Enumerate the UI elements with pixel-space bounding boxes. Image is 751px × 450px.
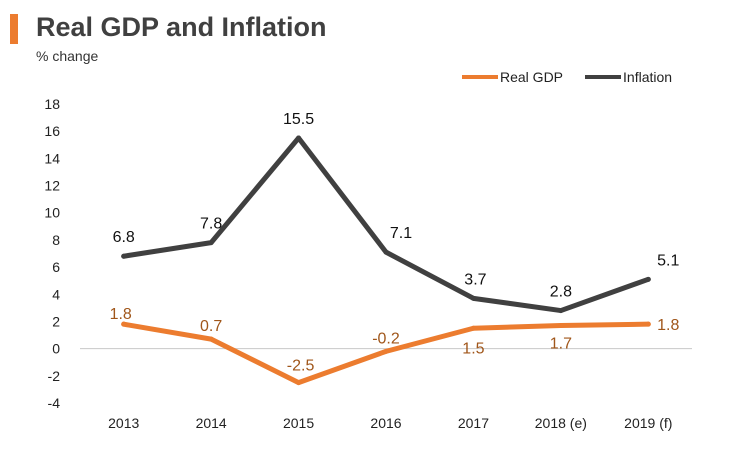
legend-swatch-real-gdp (462, 75, 498, 79)
y-tick-label: 0 (52, 341, 60, 357)
y-tick-label: 4 (52, 286, 60, 302)
inflation-data-label: 3.7 (464, 271, 486, 288)
real-gdp-series-line-point (645, 321, 651, 327)
real-gdp-data-label: -2.5 (287, 358, 315, 375)
y-tick-label: 12 (44, 178, 60, 194)
x-tick-label: 2015 (283, 415, 314, 431)
legend-swatch-inflation (585, 75, 622, 79)
legend-label-inflation: Inflation (623, 69, 673, 85)
inflation-data-label: 5.1 (657, 252, 679, 269)
real-gdp-data-label: 1.8 (110, 306, 132, 323)
inflation-series-line-point (470, 295, 476, 301)
legend-item-real-gdp: Real GDP (462, 69, 563, 85)
y-tick-label: 18 (44, 96, 60, 112)
inflation-series-line-point (208, 240, 214, 246)
real-gdp-series-line-point (383, 348, 389, 354)
real-gdp-data-label: 1.8 (657, 317, 679, 334)
real-gdp-data-label: -0.2 (372, 330, 400, 347)
y-tick-label: 8 (52, 232, 60, 248)
x-tick-label: 2019 (f) (624, 415, 672, 431)
real-gdp-data-label: 1.7 (550, 336, 572, 353)
inflation-series-line-point (645, 276, 651, 282)
inflation-data-label: 15.5 (283, 111, 314, 128)
y-tick-label: 16 (44, 123, 60, 139)
legend-item-inflation: Inflation (585, 69, 672, 85)
real-gdp-data-label: 1.5 (462, 340, 484, 357)
inflation-data-label: 2.8 (550, 284, 572, 301)
inflation-series-line-point (383, 249, 389, 255)
x-tick-label: 2018 (e) (535, 415, 587, 431)
inflation-series-line-point (296, 135, 302, 141)
inflation-series-line-point (558, 308, 564, 314)
title-accent-bar (10, 14, 18, 44)
real-gdp-series-line-point (470, 325, 476, 331)
real-gdp-series-line-point (296, 380, 302, 386)
y-tick-label: 10 (44, 205, 60, 221)
inflation-data-label: 6.8 (113, 229, 135, 246)
real-gdp-data-label: 0.7 (200, 318, 222, 335)
y-tick-label: 14 (44, 150, 60, 166)
y-tick-label: 2 (52, 313, 60, 329)
y-tick-label: 6 (52, 259, 60, 275)
y-tick-label: -4 (48, 395, 61, 411)
chart-legend: Real GDP Inflation (462, 69, 694, 85)
inflation-series-line-point (121, 253, 127, 259)
y-tick-label: -2 (48, 368, 61, 384)
inflation-data-label: 7.8 (200, 216, 222, 233)
x-tick-label: 2014 (196, 415, 227, 431)
real-gdp-series-line-point (558, 323, 564, 329)
inflation-data-label: 7.1 (390, 225, 412, 242)
real-gdp-series-line-point (121, 321, 127, 327)
x-tick-label: 2016 (370, 415, 401, 431)
x-tick-label: 2017 (458, 415, 489, 431)
legend-label-real-gdp: Real GDP (500, 69, 564, 85)
chart-title: Real GDP and Inflation (36, 12, 327, 42)
real-gdp-series-line-point (208, 336, 214, 342)
x-tick-label: 2013 (108, 415, 139, 431)
chart-subtitle: % change (36, 48, 99, 64)
